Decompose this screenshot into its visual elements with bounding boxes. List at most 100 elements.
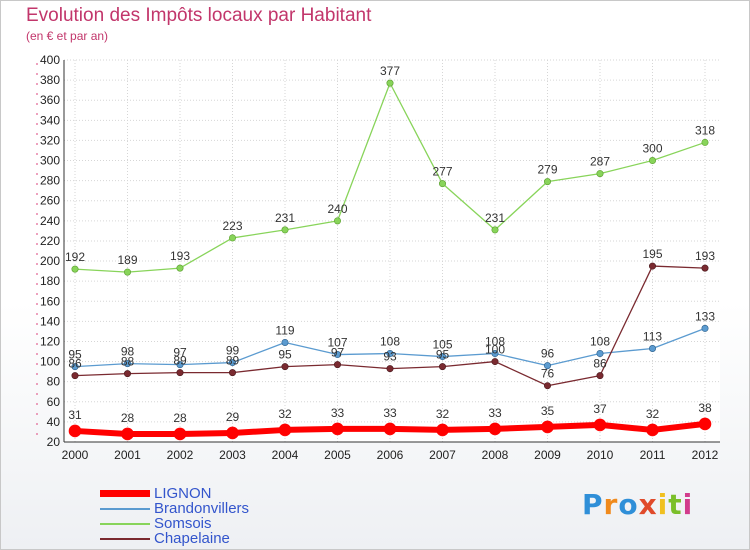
data-point-chapelaine [71, 372, 79, 380]
data-label-lignon: 32 [646, 407, 660, 421]
data-point-somsois [176, 264, 184, 272]
y-axis-dot [36, 283, 38, 285]
data-point-somsois [333, 217, 341, 225]
y-axis-dot [36, 103, 38, 105]
x-tick-label: 2000 [62, 448, 89, 462]
data-point-somsois [596, 170, 604, 178]
y-tick-label: 120 [40, 334, 60, 348]
data-label-lignon: 28 [173, 411, 187, 425]
data-label-brandonvillers: 97 [173, 346, 187, 360]
plot-area [64, 60, 720, 442]
y-tick-label: 200 [40, 254, 60, 268]
y-tick-label: 240 [40, 214, 60, 228]
data-point-somsois [491, 226, 499, 234]
legend-label: LIGNON [154, 485, 212, 502]
legend: LIGNON Brandonvillers Somsois Chapelaine [100, 486, 249, 546]
y-axis-dot [36, 93, 38, 95]
x-tick-label: 2002 [167, 448, 194, 462]
data-label-somsois: 192 [65, 250, 85, 264]
data-label-lignon: 28 [121, 411, 135, 425]
data-label-brandonvillers: 113 [643, 330, 662, 344]
y-axis-dot [36, 213, 38, 215]
logo-letter: o [618, 488, 639, 521]
y-axis-dot [36, 153, 38, 155]
data-point-chapelaine [229, 369, 237, 377]
data-point-lignon [488, 422, 502, 436]
data-point-lignon [541, 420, 554, 434]
logo-letter: i [682, 488, 694, 521]
data-label-brandonvillers: 96 [541, 347, 555, 361]
data-point-brandonvillers [176, 361, 184, 369]
y-axis-dot [36, 203, 38, 205]
y-axis-dot [36, 363, 38, 365]
legend-item-chapelaine: Chapelaine [100, 531, 249, 546]
data-label-brandonvillers: 119 [275, 323, 294, 337]
y-axis-dot [36, 293, 38, 295]
y-axis-dot [36, 253, 38, 255]
data-label-somsois: 279 [537, 163, 557, 177]
data-point-brandonvillers [596, 350, 604, 358]
x-tick-label: 2005 [324, 448, 351, 462]
y-axis-dot [36, 233, 38, 235]
y-axis-dot [36, 173, 38, 175]
data-label-somsois: 189 [117, 253, 137, 267]
legend-item-lignon: LIGNON [100, 486, 249, 501]
data-point-lignon [383, 422, 397, 436]
data-label-lignon: 31 [68, 408, 82, 422]
y-axis-dot [36, 333, 38, 335]
data-point-somsois [124, 268, 132, 276]
data-point-chapelaine [648, 262, 656, 270]
data-point-somsois [281, 226, 289, 234]
logo-letter: i [657, 488, 669, 521]
data-label-lignon: 33 [383, 406, 397, 420]
data-label-lignon: 33 [488, 406, 502, 420]
data-label-brandonvillers: 108 [485, 335, 505, 349]
data-label-somsois: 300 [642, 142, 662, 156]
y-tick-label: 180 [40, 274, 60, 288]
x-tick-label: 2007 [429, 448, 456, 462]
data-point-somsois [229, 234, 237, 242]
x-tick-label: 2010 [587, 448, 614, 462]
data-label-chapelaine: 195 [642, 247, 662, 261]
y-axis-dot [36, 83, 38, 85]
y-axis-dot [36, 423, 38, 425]
data-label-chapelaine: 89 [226, 354, 240, 368]
y-tick-label: 380 [40, 73, 60, 87]
y-axis-dot [36, 243, 38, 245]
data-point-lignon [278, 423, 292, 437]
y-tick-label: 140 [40, 314, 60, 328]
y-axis-dot [36, 123, 38, 125]
legend-label: Chapelaine [154, 530, 230, 547]
data-point-lignon [226, 426, 239, 440]
y-axis-dot [36, 313, 38, 315]
data-label-lignon: 38 [698, 401, 712, 415]
x-tick-label: 2012 [692, 448, 719, 462]
y-axis-dot [36, 303, 38, 305]
y-axis-dot [36, 133, 38, 135]
data-point-brandonvillers [281, 338, 289, 346]
data-label-brandonvillers: 99 [226, 344, 240, 358]
data-point-somsois [701, 138, 709, 146]
data-label-chapelaine: 95 [278, 348, 292, 362]
data-point-chapelaine [543, 382, 551, 390]
data-label-somsois: 318 [695, 123, 715, 137]
data-point-somsois [386, 79, 394, 87]
y-axis-dot [36, 193, 38, 195]
y-axis-dot [36, 113, 38, 115]
data-point-somsois [438, 180, 446, 188]
data-label-somsois: 240 [327, 202, 347, 216]
y-axis-dot [36, 323, 38, 325]
y-axis-dot [36, 163, 38, 165]
data-label-chapelaine: 88 [121, 355, 135, 369]
y-tick-label: 320 [40, 133, 60, 147]
data-point-lignon [331, 422, 344, 436]
data-label-chapelaine: 89 [173, 354, 187, 368]
data-point-lignon [593, 418, 607, 432]
y-tick-label: 80 [47, 375, 61, 389]
data-label-lignon: 32 [436, 407, 450, 421]
y-tick-label: 360 [40, 93, 60, 107]
data-label-chapelaine: 76 [541, 367, 555, 381]
legend-item-somsois: Somsois [100, 516, 249, 531]
y-axis-dot [36, 343, 38, 345]
